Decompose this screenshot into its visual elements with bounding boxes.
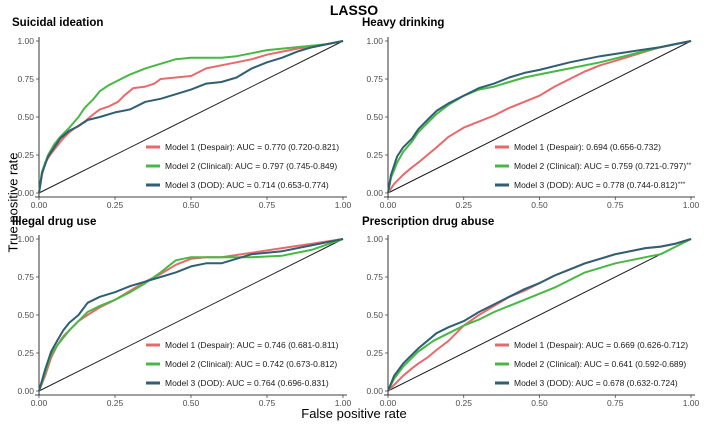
x-tick-label: 0.75	[259, 398, 276, 408]
legend-label-model-1: Model 1 (Despair): AUC = 0.669 (0.626-0.…	[514, 340, 688, 350]
y-tick-label: 0.75	[366, 74, 383, 84]
x-tick-label: 0.00	[380, 398, 397, 408]
x-tick-label: 0.00	[31, 398, 48, 408]
model-3-roc-curve	[387, 40, 692, 194]
y-tick-label: 0.25	[366, 348, 383, 358]
y-tick-label: 0.00	[366, 188, 383, 198]
x-tick-label: 1.00	[335, 200, 352, 210]
y-tick-label: 0.50	[366, 310, 383, 320]
x-tick-label: 0.75	[607, 398, 624, 408]
y-tick-label: 1.00	[17, 234, 34, 244]
legend-label-model-2: Model 2 (Clinical): AUC = 0.742 (0.673-0…	[165, 359, 337, 369]
diagonal-reference-line	[387, 40, 692, 194]
legend-label-model-1: Model 1 (Despair): AUC = 0.770 (0.720-0.…	[165, 142, 339, 152]
model-2-roc-curve	[387, 238, 692, 392]
legend-label-model-2: Model 2 (Clinical): AUC = 0.759 (0.721-0…	[514, 161, 692, 171]
significance-marker: **	[686, 162, 692, 169]
panel-2: Heavy drinking 0.00 0.25 0.50 0.75 1.00 0.00 0.…	[362, 17, 700, 210]
panel-title: Prescription drug abuse	[362, 216, 494, 228]
x-tick-label: 0.50	[531, 200, 548, 210]
diagonal-reference-line	[387, 238, 692, 392]
model-3-roc-curve	[387, 238, 692, 392]
y-tick-label: 0.00	[17, 188, 34, 198]
panel-title: Suicidal ideation	[12, 17, 103, 29]
x-tick-label: 0.25	[107, 200, 124, 210]
x-tick-label: 0.25	[455, 200, 472, 210]
x-tick-label: 0.50	[531, 398, 548, 408]
legend-label-model-1: Model 1 (Despair): 0.694 (0.656-0.732)	[514, 142, 661, 152]
legend-label-model-2: Model 2 (Clinical): AUC = 0.797 (0.745-0…	[165, 161, 337, 171]
significance-marker: ***	[678, 181, 686, 188]
legend-label-model-2: Model 2 (Clinical): AUC = 0.641 (0.592-0…	[514, 359, 686, 369]
y-tick-label: 0.50	[17, 112, 34, 122]
panel-1: Suicidal ideation 0.00 0.25 0.50 0.75 1.00 0.0…	[12, 17, 352, 210]
legend-label-model-3: Model 3 (DOD): AUC = 0.714 (0.653-0.774)	[165, 180, 329, 190]
diagonal-reference-line	[38, 40, 344, 194]
x-tick-label: 0.50	[183, 398, 200, 408]
model-2-roc-curve	[38, 40, 344, 194]
x-tick-label: 0.25	[107, 398, 124, 408]
y-tick-label: 1.00	[366, 234, 383, 244]
figure-title: LASSO	[329, 2, 379, 18]
model-3-roc-curve	[38, 238, 344, 392]
legend-label-model-3: Model 3 (DOD): AUC = 0.764 (0.696-0.831)	[165, 378, 329, 388]
y-tick-label: 1.00	[366, 36, 383, 46]
x-tick-label: 0.00	[31, 200, 48, 210]
x-tick-label: 0.50	[183, 200, 200, 210]
panel-title: Illegal drug use	[12, 216, 96, 228]
x-tick-label: 1.00	[683, 200, 700, 210]
legend-label-model-3: Model 3 (DOD): AUC = 0.778 (0.744-0.812)…	[514, 180, 686, 190]
x-tick-label: 0.25	[455, 398, 472, 408]
panel-3: Illegal drug use 0.00 0.25 0.50 0.75 1.00 0.00…	[12, 216, 352, 408]
y-tick-label: 0.75	[17, 272, 34, 282]
x-tick-label: 0.75	[607, 200, 624, 210]
model-2-roc-curve	[38, 238, 344, 392]
x-tick-label: 1.00	[683, 398, 700, 408]
y-tick-label: 0.25	[366, 150, 383, 160]
x-tick-label: 0.75	[259, 200, 276, 210]
y-tick-label: 0.00	[366, 386, 383, 396]
y-tick-label: 0.50	[17, 310, 34, 320]
model-3-roc-curve	[38, 40, 344, 194]
y-tick-label: 1.00	[17, 36, 34, 46]
x-tick-label: 1.00	[335, 398, 352, 408]
y-tick-label: 0.75	[366, 272, 383, 282]
x-tick-label: 0.00	[380, 200, 397, 210]
y-tick-label: 0.00	[17, 386, 34, 396]
panel-4: Prescription drug abuse 0.00 0.25 0.50 0.75 1…	[362, 216, 700, 408]
model-1-roc-curve	[387, 40, 692, 194]
x-axis-title: False positive rate	[301, 406, 407, 421]
y-tick-label: 0.25	[17, 150, 34, 160]
diagonal-reference-line	[38, 238, 344, 392]
legend-label-model-3: Model 3 (DOD): AUC = 0.678 (0.632-0.724)	[514, 378, 678, 388]
panel-title: Heavy drinking	[362, 17, 444, 29]
y-tick-label: 0.50	[366, 112, 383, 122]
model-1-roc-curve	[38, 40, 344, 194]
y-tick-label: 0.25	[17, 348, 34, 358]
legend-label-model-1: Model 1 (Despair): AUC = 0.746 (0.681-0.…	[165, 340, 339, 350]
y-tick-label: 0.75	[17, 74, 34, 84]
